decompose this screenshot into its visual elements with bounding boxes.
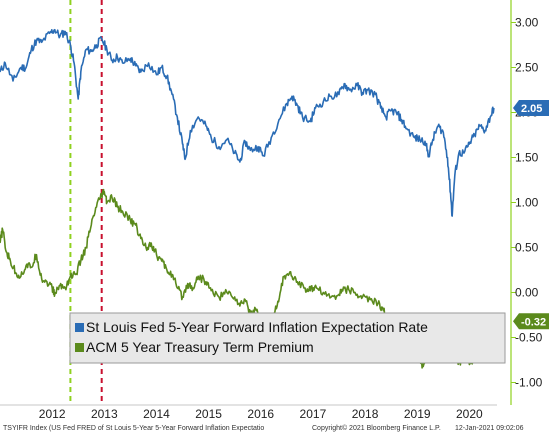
legend-label-1: St Louis Fed 5-Year Forward Inflation Ex… [86, 319, 428, 335]
x-tick-label: 2019 [404, 407, 431, 421]
x-tick-label: 2013 [91, 407, 118, 421]
x-tick-label: 2012 [39, 407, 66, 421]
x-tick-label: 2018 [352, 407, 379, 421]
y-tick-label: 0.00 [515, 286, 539, 300]
last-value-callouts: 2.05 -0.32 [513, 100, 549, 330]
y-tick-label: 1.50 [515, 151, 539, 165]
legend-box [69, 312, 506, 364]
y-tick-label: 1.00 [515, 196, 539, 210]
footer: TSYIFR Index (US Fed FRED of St Louis 5-… [3, 424, 524, 432]
legend-swatch-2 [75, 343, 84, 352]
y-tick-label: -1.00 [515, 376, 543, 390]
legend-label-2: ACM 5 Year Treasury Term Premium [86, 339, 314, 355]
footer-copyright: Copyright© 2021 Bloomberg Finance L.P. [312, 424, 441, 432]
callout-value-2: -0.32 [521, 316, 546, 328]
x-tick-label: 2014 [143, 407, 170, 421]
footer-timestamp: 12-Jan-2021 09:02:06 [455, 425, 524, 432]
legend: St Louis Fed 5-Year Forward Inflation Ex… [69, 312, 506, 364]
y-axis-ticks: 3.002.502.001.501.000.500.00-0.50-1.00 [511, 16, 543, 390]
callout-value-1: 2.05 [521, 103, 542, 115]
x-tick-label: 2016 [247, 407, 274, 421]
callout-box-1 [513, 100, 549, 116]
x-tick-label: 2017 [300, 407, 327, 421]
y-tick-label: 3.00 [515, 16, 539, 30]
y-tick-label: -0.50 [515, 331, 543, 345]
y-tick-label: 0.50 [515, 241, 539, 255]
x-axis-ticks: 2012 2013 2014 2015 2016 2017 2018 2019 2020 [39, 407, 483, 421]
y-tick-label: 2.50 [515, 61, 539, 75]
x-tick-label: 2015 [195, 407, 222, 421]
series-line-1 [0, 28, 495, 217]
legend-swatch-1 [75, 323, 84, 332]
callout-box-2 [513, 313, 549, 330]
footer-source: TSYIFR Index (US Fed FRED of St Louis 5-… [3, 425, 264, 432]
x-tick-label: 2020 [456, 407, 483, 421]
